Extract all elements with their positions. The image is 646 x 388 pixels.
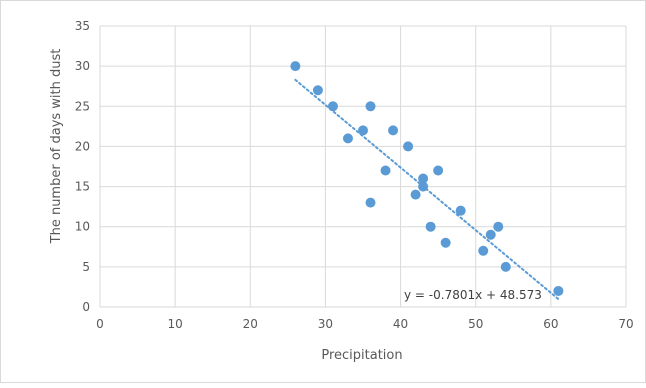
data-point [388,125,398,135]
data-point [290,61,300,71]
y-tick-label: 30 [75,59,90,73]
y-tick-label: 0 [82,300,90,314]
data-point [478,246,488,256]
y-tick-label: 20 [75,139,90,153]
data-point [313,85,323,95]
x-tick-label: 70 [618,317,633,331]
x-tick-label: 40 [393,317,408,331]
data-point [501,262,511,272]
data-point [433,166,443,176]
data-point [403,141,413,151]
data-point [456,206,466,216]
x-tick-label: 10 [168,317,183,331]
y-tick-label: 35 [75,19,90,33]
trendline-equation-label: y = -0.7801x + 48.573 [404,288,542,302]
data-point [328,101,338,111]
y-axis-title: The number of days with dust [49,49,64,245]
x-tick-label: 30 [318,317,333,331]
data-point [366,198,376,208]
x-tick-label: 60 [543,317,558,331]
data-point [426,222,436,232]
data-point [366,101,376,111]
x-tick-label: 20 [243,317,258,331]
data-point [493,222,503,232]
data-point [411,190,421,200]
x-tick-label: 50 [468,317,483,331]
data-point [418,182,428,192]
data-point [381,166,391,176]
data-point [486,230,496,240]
y-tick-label: 15 [75,180,90,194]
data-point [343,133,353,143]
y-tick-label: 25 [75,99,90,113]
y-tick-label: 5 [82,260,90,274]
x-tick-label: 0 [96,317,104,331]
data-point [358,125,368,135]
data-point [441,238,451,248]
x-axis-title: Precipitation [321,348,402,363]
y-tick-label: 10 [75,220,90,234]
data-point [553,286,563,296]
